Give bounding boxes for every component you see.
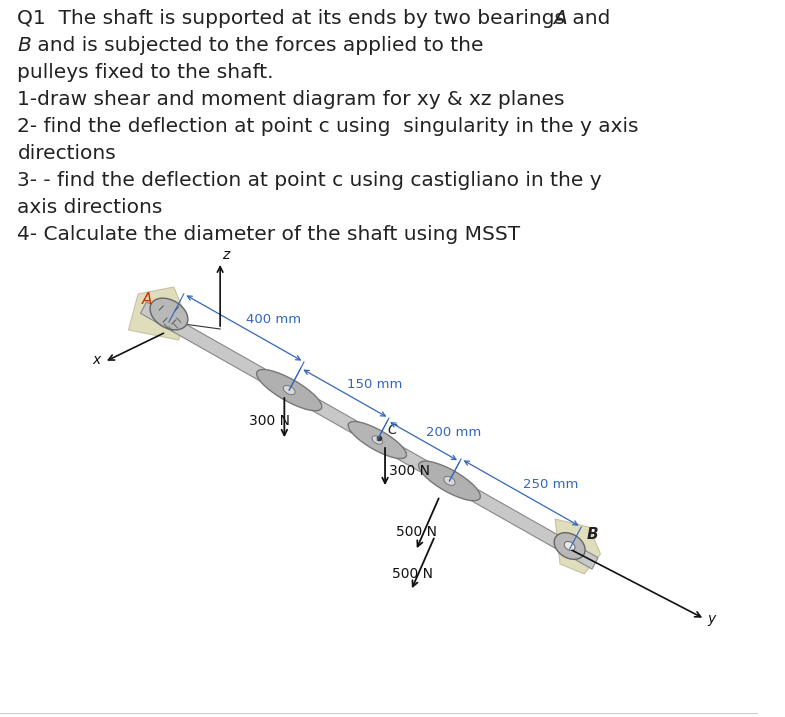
Text: Q1  The shaft is supported at its ends by two bearings: Q1 The shaft is supported at its ends by… xyxy=(17,9,571,28)
Ellipse shape xyxy=(564,541,575,551)
Ellipse shape xyxy=(257,369,322,411)
Text: A: A xyxy=(142,292,152,307)
Text: pulleys fixed to the shaft.: pulleys fixed to the shaft. xyxy=(17,63,274,82)
Ellipse shape xyxy=(444,476,455,485)
Text: 3- - find the deflection at point c using castigliano in the y: 3- - find the deflection at point c usin… xyxy=(17,171,602,190)
Text: B: B xyxy=(587,527,599,542)
Polygon shape xyxy=(129,287,186,340)
Text: and: and xyxy=(566,9,610,28)
Text: 500 N: 500 N xyxy=(396,525,437,539)
Text: 200 mm: 200 mm xyxy=(425,426,480,440)
Ellipse shape xyxy=(150,298,188,330)
Ellipse shape xyxy=(349,422,407,459)
Text: 150 mm: 150 mm xyxy=(347,378,402,391)
Text: 2- find the deflection at point c using  singularity in the y axis: 2- find the deflection at point c using … xyxy=(17,117,639,136)
Text: y: y xyxy=(708,612,716,626)
Text: 1-draw shear and moment diagram for xy & xz planes: 1-draw shear and moment diagram for xy &… xyxy=(17,90,565,109)
Text: 300 N: 300 N xyxy=(389,464,430,478)
Text: A: A xyxy=(553,9,567,28)
Text: 400 mm: 400 mm xyxy=(246,313,301,326)
Text: C: C xyxy=(387,423,396,437)
Ellipse shape xyxy=(418,461,480,500)
Ellipse shape xyxy=(554,533,585,559)
Polygon shape xyxy=(141,302,598,569)
Text: z: z xyxy=(222,248,229,262)
Text: 500 N: 500 N xyxy=(392,567,433,581)
Text: 300 N: 300 N xyxy=(249,414,290,428)
Text: 4- Calculate the diameter of the shaft using MSST: 4- Calculate the diameter of the shaft u… xyxy=(17,225,520,244)
Text: directions: directions xyxy=(17,144,116,163)
Ellipse shape xyxy=(283,386,295,395)
Polygon shape xyxy=(555,519,601,574)
Ellipse shape xyxy=(372,436,382,445)
Text: x: x xyxy=(93,353,101,367)
Text: axis directions: axis directions xyxy=(17,198,162,217)
Text: B: B xyxy=(17,36,31,55)
Text: 250 mm: 250 mm xyxy=(523,478,579,491)
Text: and is subjected to the forces applied to the: and is subjected to the forces applied t… xyxy=(31,36,483,55)
